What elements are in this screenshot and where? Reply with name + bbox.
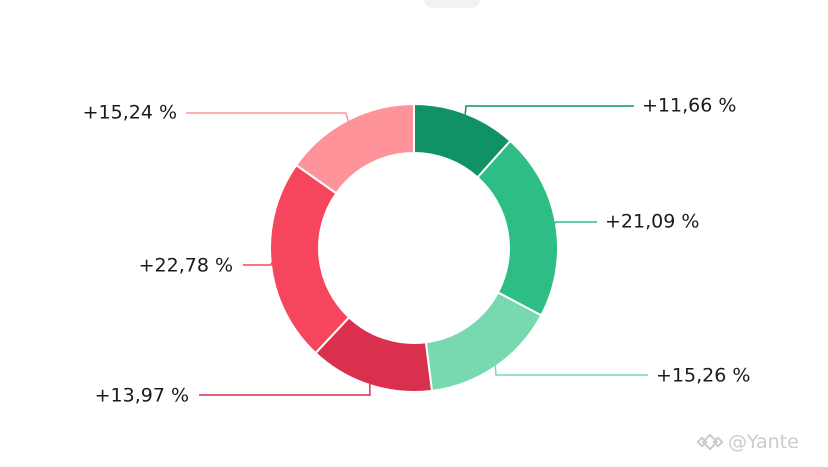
donut-slice-6 (294, 102, 415, 195)
slice-label-4: +13,97 % (95, 385, 189, 407)
leader-line-5 (243, 262, 273, 266)
leader-line-1 (464, 105, 634, 115)
donut-slice-2 (476, 139, 559, 317)
slice-label-1: +11,66 % (642, 95, 736, 117)
leader-line-2 (554, 221, 597, 224)
slice-label-2: +21,09 % (605, 211, 699, 233)
top-tab-handle (424, 0, 480, 8)
watermark-text: @Yante (728, 431, 799, 453)
leader-line-6 (186, 112, 349, 122)
slice-label-6: +15,24 % (83, 102, 177, 124)
slice-label-5: +22,78 % (139, 255, 233, 277)
binance-logo-icon (696, 433, 724, 451)
leader-line-3 (494, 365, 648, 376)
donut-slice-3 (424, 291, 543, 392)
leader-line-4 (199, 384, 371, 396)
slice-label-3: +15,26 % (656, 365, 750, 387)
watermark: @Yante (696, 424, 799, 460)
